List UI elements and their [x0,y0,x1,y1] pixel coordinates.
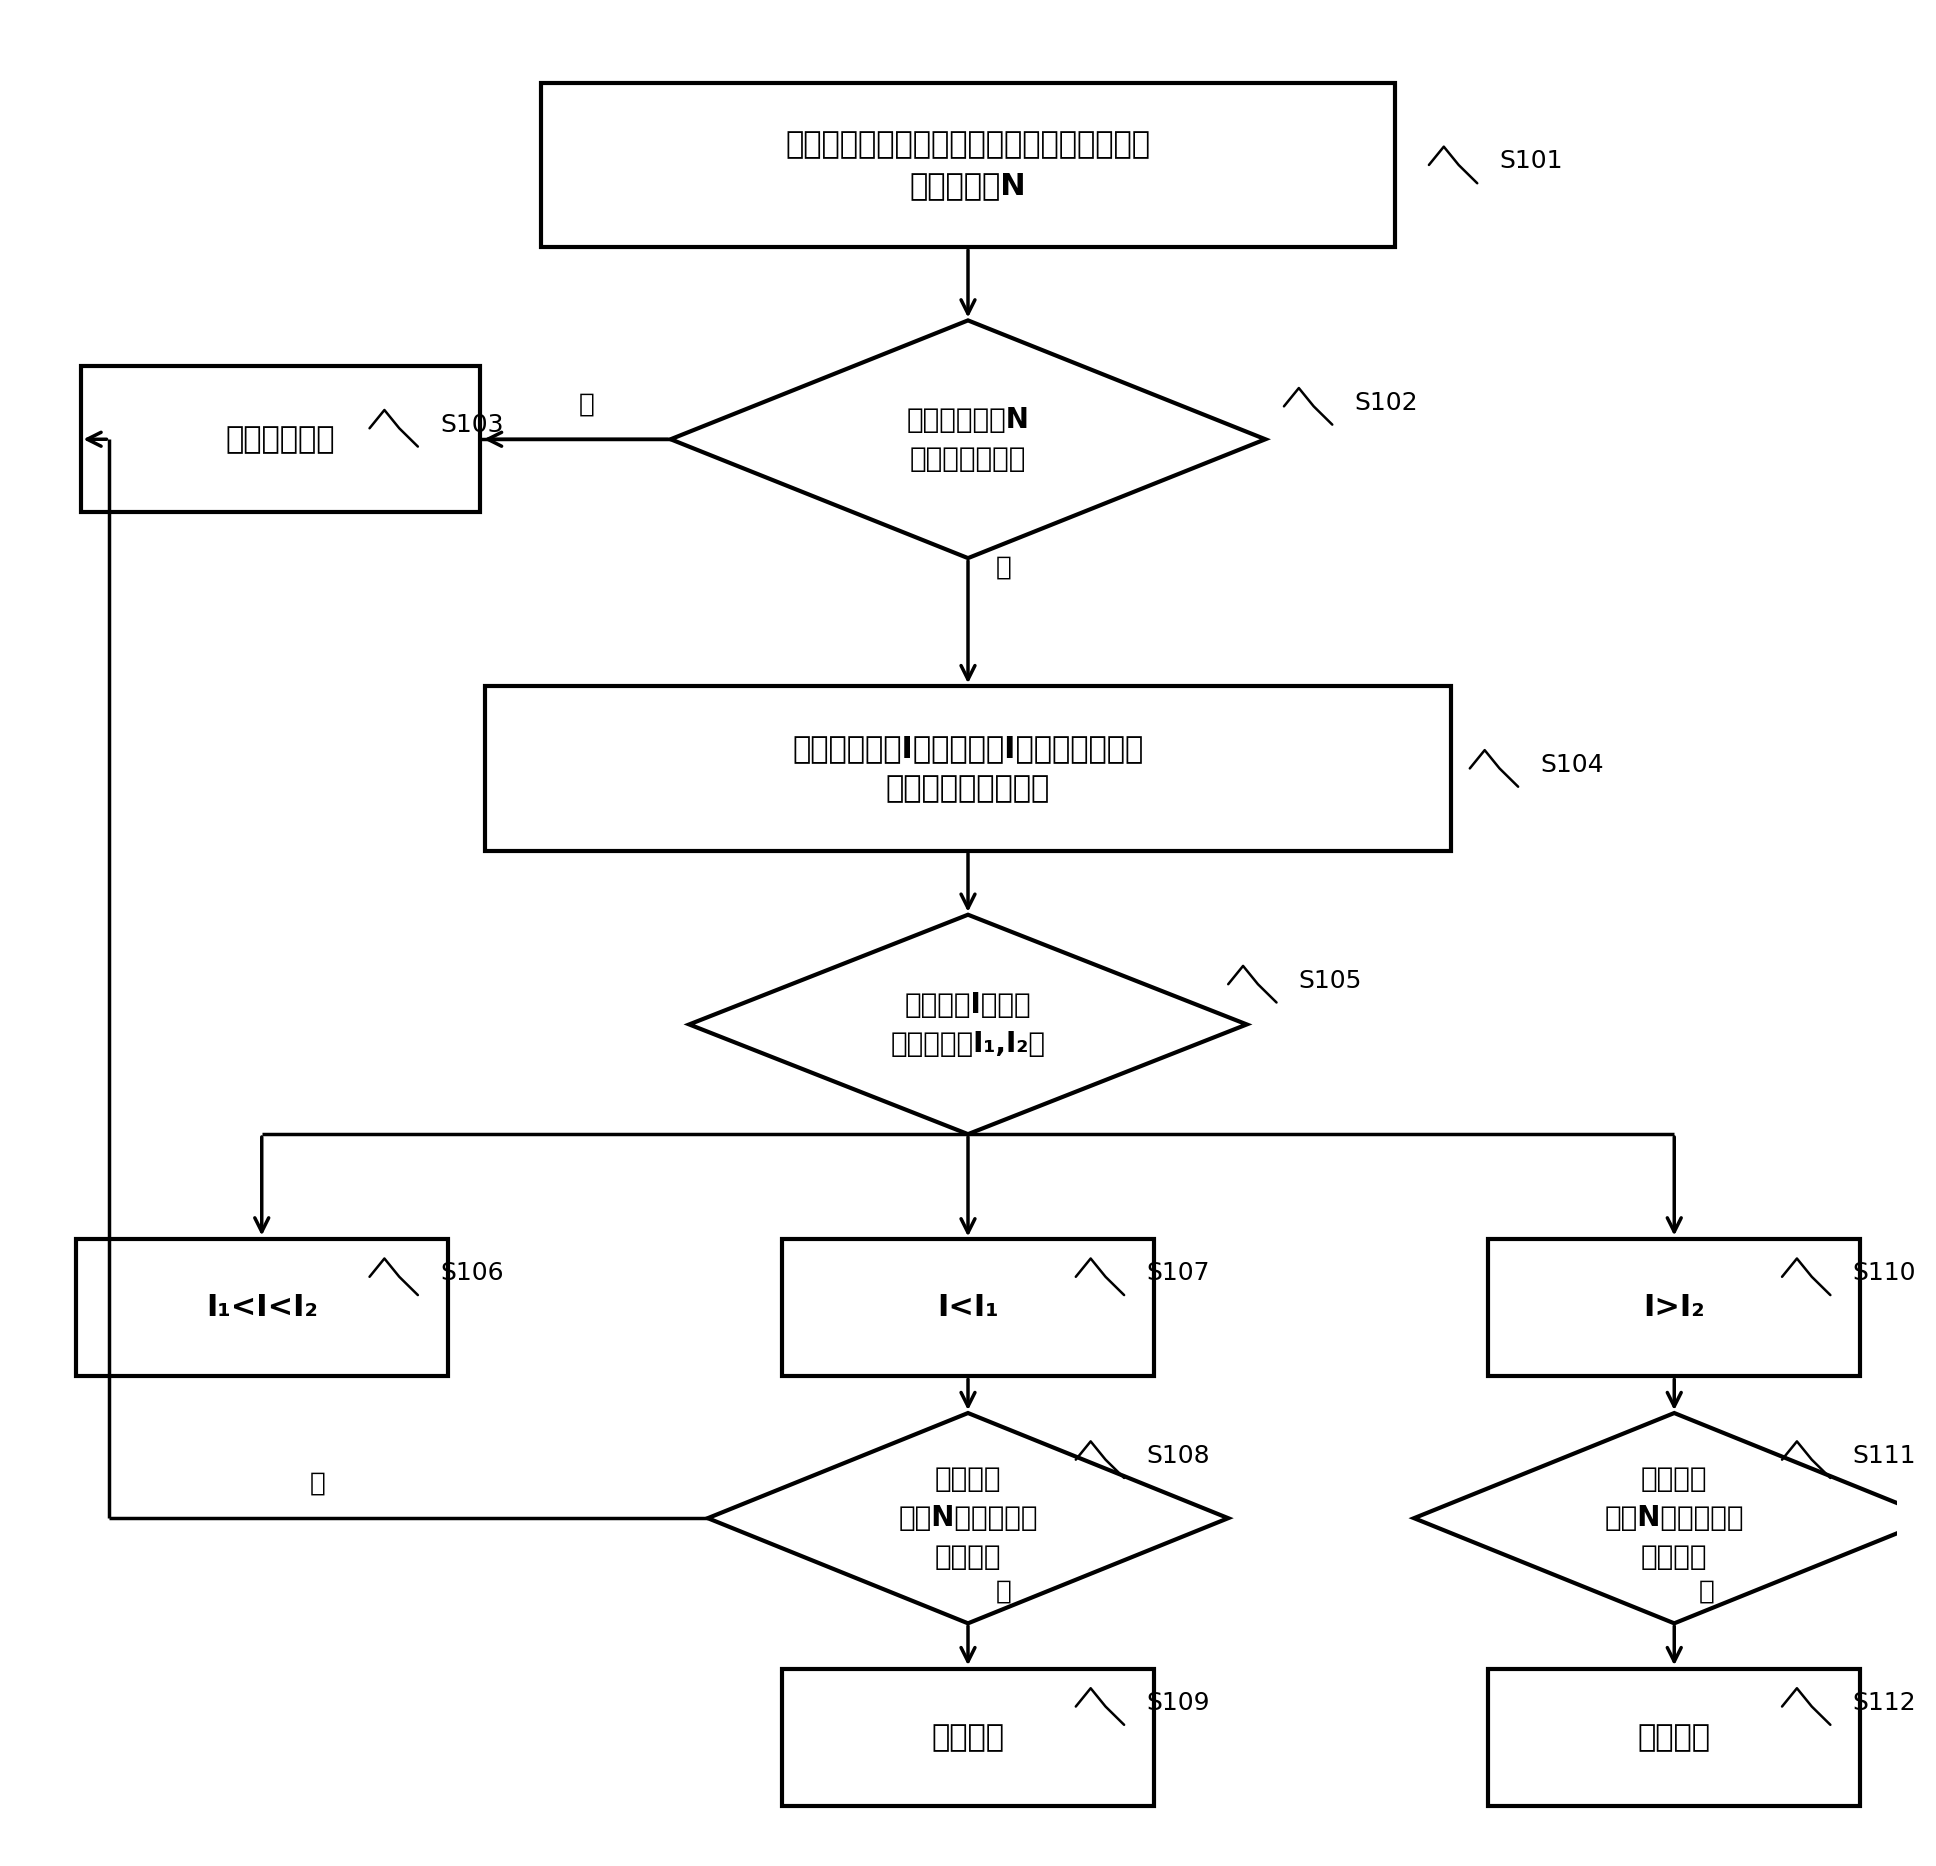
Text: 否: 否 [1698,1579,1713,1605]
Text: 保持当前档位: 保持当前档位 [227,425,335,453]
Polygon shape [709,1413,1227,1623]
Text: S107: S107 [1146,1261,1210,1286]
Polygon shape [1413,1413,1934,1623]
Text: 判断档位信号N
是否为空档信号: 判断档位信号N 是否为空档信号 [906,405,1030,472]
Text: 否: 否 [995,1579,1013,1605]
Text: 判断档位
信号N是否为最低
档位信号: 判断档位 信号N是否为最低 档位信号 [898,1465,1038,1571]
Text: I>I₂: I>I₂ [1644,1293,1706,1323]
Text: 判断档位
信号N是否为最高
档位信号: 判断档位 信号N是否为最高 档位信号 [1605,1465,1744,1571]
FancyBboxPatch shape [1489,1668,1860,1806]
Polygon shape [689,914,1247,1135]
FancyBboxPatch shape [81,366,480,513]
Text: 是: 是 [579,392,594,418]
Polygon shape [670,321,1266,558]
FancyBboxPatch shape [782,1668,1154,1806]
Text: S110: S110 [1853,1261,1917,1286]
Text: S103: S103 [439,412,503,437]
Text: 是: 是 [310,1470,325,1497]
Text: 比对速比I和预设
速比范围（I₁,I₂）: 比对速比I和预设 速比范围（I₁,I₂） [891,991,1045,1058]
Text: 否: 否 [995,554,1013,580]
FancyBboxPatch shape [782,1239,1154,1377]
Text: 计算得到速比I，所述速比I为所述涡轮转速
和发动机转速的比值: 计算得到速比I，所述速比I为所述涡轮转速 和发动机转速的比值 [792,733,1144,802]
FancyBboxPatch shape [76,1239,447,1377]
Text: I<I₁: I<I₁ [937,1293,999,1323]
Text: S102: S102 [1355,390,1419,414]
Text: S111: S111 [1853,1444,1917,1469]
Text: S101: S101 [1500,149,1562,174]
Text: S109: S109 [1146,1691,1210,1715]
Text: S108: S108 [1146,1444,1210,1469]
Text: 升高档位: 升高档位 [1638,1722,1711,1752]
Text: S104: S104 [1541,752,1605,776]
Text: S112: S112 [1853,1691,1917,1715]
Text: S105: S105 [1299,968,1363,993]
FancyBboxPatch shape [540,82,1396,248]
Text: S106: S106 [439,1261,503,1286]
Text: 降低档位: 降低档位 [931,1722,1005,1752]
Text: 获取当前油门状态下的涡轮转速、发动机转速
和档位信号N: 获取当前油门状态下的涡轮转速、发动机转速 和档位信号N [786,131,1150,200]
FancyBboxPatch shape [1489,1239,1860,1377]
FancyBboxPatch shape [484,687,1452,851]
Text: I₁<I<I₂: I₁<I<I₂ [205,1293,318,1323]
